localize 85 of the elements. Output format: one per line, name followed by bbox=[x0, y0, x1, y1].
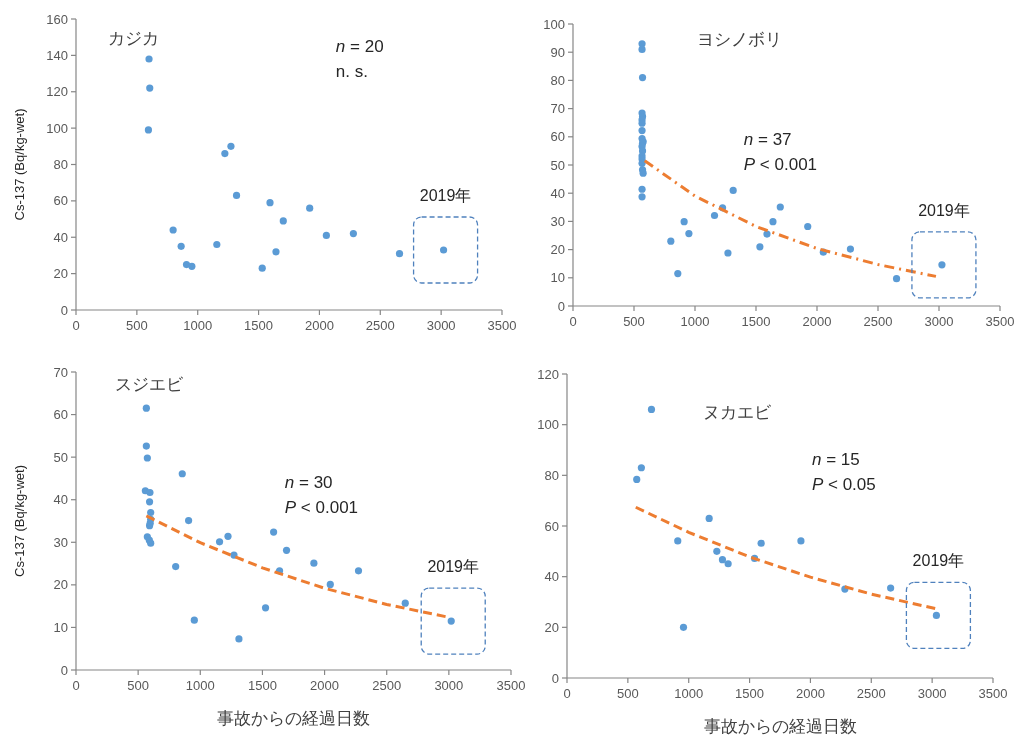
x-tick-label: 0 bbox=[72, 318, 80, 333]
y-tick-label: 50 bbox=[550, 157, 565, 173]
x-tick-label: 1000 bbox=[183, 318, 213, 333]
x-tick-label: 500 bbox=[617, 686, 639, 701]
annotation: P < 0.05 bbox=[811, 475, 876, 495]
y-tick-label: 20 bbox=[550, 242, 565, 258]
y-tick-label: 20 bbox=[544, 619, 559, 635]
chart-title: ヨシノボリ bbox=[696, 30, 782, 50]
x-tick-label: 1500 bbox=[735, 686, 765, 701]
annotation: n = 30 bbox=[284, 473, 333, 493]
y-tick-label: 120 bbox=[537, 366, 559, 382]
y-tick-label: 100 bbox=[46, 120, 68, 136]
annotation: 2019年 bbox=[427, 558, 480, 576]
annotation: 2019年 bbox=[419, 186, 472, 204]
y-tick-label: 80 bbox=[550, 72, 565, 88]
annotation: n = 15 bbox=[811, 450, 860, 470]
y-tick-label: 80 bbox=[544, 467, 559, 483]
y-tick-label: 140 bbox=[46, 47, 68, 63]
annotation: P < 0.001 bbox=[284, 498, 359, 518]
x-tick-label: 3000 bbox=[426, 318, 456, 333]
y-tick-label: 0 bbox=[557, 298, 565, 314]
y-tick-label: 40 bbox=[550, 185, 565, 201]
y-tick-label: 0 bbox=[60, 302, 68, 318]
x-tick-label: 2000 bbox=[304, 318, 334, 333]
annotation: P < 0.001 bbox=[743, 155, 818, 175]
x-tick-label: 1000 bbox=[185, 678, 215, 693]
x-tick-label: 3000 bbox=[434, 678, 464, 693]
y-tick-label: 120 bbox=[46, 84, 68, 100]
y-axis-title: Cs-137 (Bq/kg-wet) bbox=[12, 465, 27, 577]
y-tick-label: 60 bbox=[53, 407, 68, 423]
x-tick-label: 2500 bbox=[863, 314, 893, 329]
x-tick-label: 2000 bbox=[802, 314, 832, 329]
y-tick-label: 40 bbox=[544, 569, 559, 585]
x-tick-label: 2500 bbox=[856, 686, 886, 701]
y-tick-label: 10 bbox=[550, 270, 565, 286]
x-tick-label: 2000 bbox=[795, 686, 825, 701]
x-tick-label: 3000 bbox=[917, 686, 947, 701]
x-tick-label: 1500 bbox=[247, 678, 277, 693]
x-tick-label: 0 bbox=[569, 314, 577, 329]
x-tick-label: 3500 bbox=[496, 678, 526, 693]
x-tick-label: 2000 bbox=[310, 678, 340, 693]
x-tick-label: 1500 bbox=[741, 314, 771, 329]
y-tick-label: 30 bbox=[550, 213, 565, 229]
x-tick-label: 2500 bbox=[365, 318, 395, 333]
x-tick-label: 3500 bbox=[985, 314, 1015, 329]
chart-title: スジエビ bbox=[115, 374, 185, 394]
y-tick-label: 60 bbox=[550, 129, 565, 145]
y-tick-label: 20 bbox=[53, 266, 68, 282]
annotation: 2019年 bbox=[918, 201, 970, 219]
y-tick-label: 160 bbox=[46, 11, 68, 27]
x-tick-label: 3500 bbox=[487, 318, 517, 333]
y-tick-label: 40 bbox=[53, 229, 68, 245]
y-tick-label: 30 bbox=[53, 534, 68, 550]
y-tick-label: 50 bbox=[53, 449, 68, 465]
y-tick-label: 20 bbox=[53, 577, 68, 593]
annotation: 2019年 bbox=[912, 552, 965, 570]
x-axis-title: 事故からの経過日数 bbox=[217, 709, 370, 728]
y-tick-label: 70 bbox=[550, 101, 565, 117]
x-tick-label: 2500 bbox=[372, 678, 402, 693]
y-tick-label: 10 bbox=[53, 619, 68, 635]
x-tick-label: 1000 bbox=[680, 314, 710, 329]
y-tick-label: 60 bbox=[53, 193, 68, 209]
x-tick-label: 3000 bbox=[924, 314, 954, 329]
annotation: n = 20 bbox=[335, 37, 384, 57]
x-tick-label: 3500 bbox=[978, 686, 1008, 701]
y-tick-label: 60 bbox=[544, 518, 559, 534]
text: ヌカエビ bbox=[703, 403, 773, 423]
x-tick-label: 500 bbox=[126, 318, 148, 333]
x-tick-label: 500 bbox=[127, 678, 149, 693]
y-axis-title: Cs-137 (Bq/kg-wet) bbox=[12, 108, 27, 221]
y-tick-label: 90 bbox=[550, 44, 565, 60]
y-tick-label: 70 bbox=[53, 364, 68, 380]
x-axis-title: 事故からの経過日数 bbox=[703, 717, 857, 736]
x-tick-label: 1000 bbox=[674, 686, 704, 701]
annotation: n = 37 bbox=[743, 130, 792, 150]
annotation: n. s. bbox=[335, 62, 368, 82]
text: カジカ bbox=[107, 28, 159, 48]
x-tick-label: 0 bbox=[72, 678, 80, 693]
x-tick-label: 1500 bbox=[244, 318, 274, 333]
y-tick-label: 80 bbox=[53, 157, 68, 172]
y-tick-label: 40 bbox=[53, 492, 68, 508]
y-tick-label: 0 bbox=[60, 662, 68, 678]
x-tick-label: 500 bbox=[623, 314, 645, 329]
y-tick-label: 100 bbox=[543, 16, 565, 32]
y-tick-label: 100 bbox=[537, 417, 559, 433]
